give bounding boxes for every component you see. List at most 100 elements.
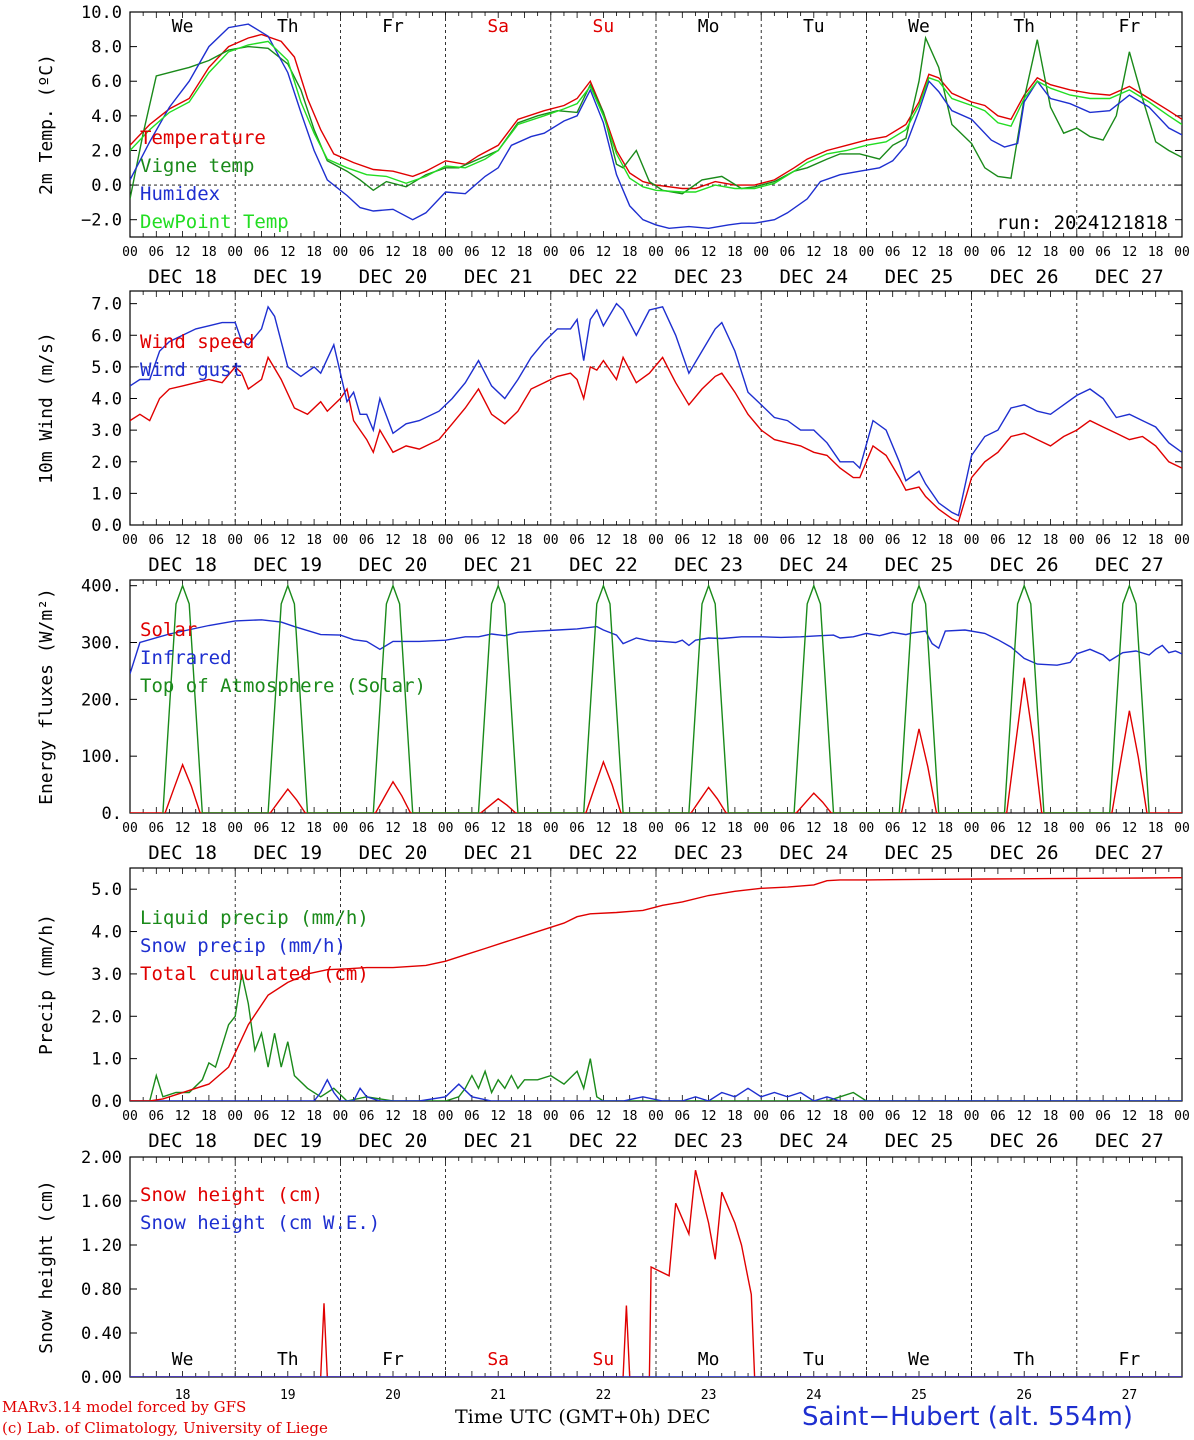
date-number: 24	[806, 1388, 822, 1403]
y-axis-label: Energy fluxes (W/m²)	[36, 588, 57, 805]
date-number: 25	[911, 1388, 927, 1403]
y-tick-label: 0.0	[91, 516, 122, 536]
hour-label: 00	[438, 1109, 454, 1124]
plot-frame	[129, 11, 1183, 238]
hour-label: 06	[254, 821, 270, 836]
hour-label: 00	[543, 533, 559, 548]
hour-label: 00	[859, 1109, 875, 1124]
hour-label: 06	[885, 1109, 901, 1124]
hour-label: 12	[490, 533, 506, 548]
hour-label: 06	[885, 245, 901, 260]
day-abbr: Fr	[1119, 1349, 1141, 1370]
hour-label: 06	[674, 245, 690, 260]
date-label: DEC 26	[990, 266, 1059, 288]
hour-label: 18	[832, 533, 848, 548]
hour-label: 18	[201, 1109, 217, 1124]
hour-label: 18	[727, 533, 743, 548]
series-temp-0	[130, 33, 1182, 190]
hour-label: 06	[674, 1109, 690, 1124]
date-label: DEC 25	[885, 554, 954, 576]
hour-label: 12	[806, 1109, 822, 1124]
legend-item: Temperature	[140, 127, 266, 149]
hour-label: 18	[937, 533, 953, 548]
hour-label: 00	[438, 821, 454, 836]
hour-label: 00	[964, 821, 980, 836]
y-tick-label: 1.0	[91, 1050, 122, 1070]
panel-energy: 400. 300. 200. 100. 0. Energy fluxes (W/m²) 00…	[36, 577, 1190, 864]
hour-label: 18	[1043, 821, 1059, 836]
hour-label: 12	[175, 533, 191, 548]
hour-label: 18	[622, 1109, 638, 1124]
hour-label: 00	[333, 533, 349, 548]
hour-label: 06	[359, 245, 375, 260]
hour-label: 18	[306, 533, 322, 548]
day-abbr: We	[908, 1349, 930, 1370]
hour-label: 18	[1148, 821, 1164, 836]
y-tick-label: 400.	[81, 577, 122, 597]
hour-label: 00	[1069, 821, 1085, 836]
hour-label: 06	[780, 821, 796, 836]
date-number: 20	[385, 1388, 401, 1403]
hour-label: 18	[201, 533, 217, 548]
day-abbr: Tu	[803, 1349, 825, 1370]
y-axis-label: 10m Wind (m/s)	[36, 332, 57, 484]
hour-label: 12	[385, 245, 401, 260]
hour-label: 18	[622, 245, 638, 260]
series-temp-2	[130, 23, 1182, 230]
series-wind-1	[130, 302, 1182, 517]
hour-label: 12	[911, 245, 927, 260]
date-label: DEC 19	[253, 554, 322, 576]
hour-label: 00	[859, 821, 875, 836]
hour-label: 18	[1148, 533, 1164, 548]
y-axis-label: Snow height (cm)	[36, 1180, 57, 1353]
hour-label: 18	[411, 245, 427, 260]
legend-item: Solar	[140, 619, 197, 641]
hour-label: 18	[201, 821, 217, 836]
y-tick-label: 1.60	[81, 1192, 122, 1212]
hour-label: 12	[1122, 821, 1138, 836]
hour-label: 06	[780, 533, 796, 548]
series-energy-2	[162, 583, 1150, 813]
date-label: DEC 23	[674, 842, 743, 864]
hour-label: 06	[569, 245, 585, 260]
date-label: DEC 24	[779, 1130, 848, 1152]
date-label: DEC 21	[464, 842, 533, 864]
y-tick-label: 2.0	[91, 141, 122, 161]
date-label: DEC 19	[253, 266, 322, 288]
date-label: DEC 23	[674, 266, 743, 288]
hour-label: 00	[1174, 533, 1190, 548]
day-abbr: Th	[1013, 1349, 1035, 1370]
hour-label: 06	[359, 1109, 375, 1124]
hour-label: 12	[911, 821, 927, 836]
legend-item: DewPoint Temp	[140, 211, 289, 233]
hour-label: 12	[701, 245, 717, 260]
panel-wind: 7.0 6.0 5.0 4.0 3.0 2.0 1.0 0.0 10m Wind (m/s) 00…	[36, 290, 1190, 576]
x-axis-title: Time UTC (GMT+0h) DEC	[455, 1406, 710, 1428]
hour-label: 18	[411, 533, 427, 548]
date-label: DEC 24	[779, 554, 848, 576]
hour-label: 12	[280, 1109, 296, 1124]
date-label: DEC 18	[148, 554, 217, 576]
date-label: DEC 26	[990, 842, 1059, 864]
x-axis-title-month: DEC	[666, 1406, 711, 1428]
series-precip-2	[130, 877, 1182, 1101]
station-name: Saint−Hubert (alt. 554m)	[802, 1402, 1133, 1432]
y-tick-label: 4.0	[91, 923, 122, 943]
hour-label: 12	[385, 1109, 401, 1124]
hour-label: 18	[411, 1109, 427, 1124]
date-label: DEC 19	[253, 842, 322, 864]
y-tick-label: 200.	[81, 690, 122, 710]
hour-label: 00	[964, 245, 980, 260]
panel-snow: 2.00 1.60 1.20 0.80 0.40 0.00 Snow height (cm)…	[36, 1148, 1183, 1403]
hour-label: 18	[622, 821, 638, 836]
hour-label: 06	[674, 821, 690, 836]
hour-label: 12	[701, 1109, 717, 1124]
y-tick-label: 4.0	[91, 107, 122, 127]
y-tick-label: 0.40	[81, 1324, 122, 1344]
hour-label: 12	[806, 821, 822, 836]
series-temp-3	[130, 40, 1182, 193]
hour-label: 00	[859, 245, 875, 260]
date-label: DEC 23	[674, 1130, 743, 1152]
hour-label: 00	[227, 245, 243, 260]
